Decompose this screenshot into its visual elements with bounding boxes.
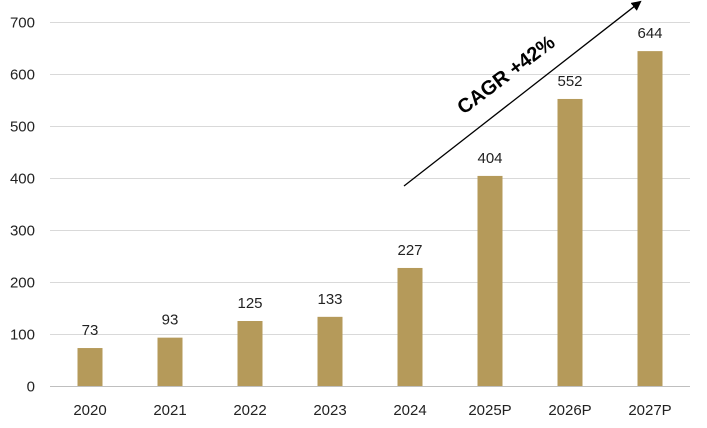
data-label: 133 xyxy=(317,291,342,308)
x-tick-label: 2027P xyxy=(628,402,671,419)
cagr-arrow xyxy=(403,0,642,187)
bar xyxy=(317,316,343,386)
data-label: 73 xyxy=(82,322,99,339)
data-label: 93 xyxy=(162,312,179,329)
gridlines xyxy=(50,22,690,387)
bar xyxy=(637,51,663,387)
x-tick-label: 2023 xyxy=(313,402,346,419)
y-tick-label: 200 xyxy=(10,275,35,292)
bar xyxy=(477,175,503,386)
x-tick-label: 2022 xyxy=(233,402,266,419)
y-tick-label: 600 xyxy=(10,67,35,84)
y-tick-label: 0 xyxy=(27,379,35,396)
data-labels: 73 93 125 133 227 404 552 644 xyxy=(82,25,663,339)
y-tick-label: 400 xyxy=(10,171,35,188)
data-label: 227 xyxy=(397,242,422,259)
x-axis: 2020 2021 2022 2023 2024 2025P 2026P 2027P xyxy=(73,402,671,419)
x-tick-label: 2025P xyxy=(468,402,511,419)
y-tick-label: 300 xyxy=(10,223,35,240)
bar xyxy=(157,337,183,386)
bar xyxy=(397,267,423,386)
x-tick-label: 2026P xyxy=(548,402,591,419)
data-label: 552 xyxy=(557,73,582,90)
y-tick-label: 700 xyxy=(10,15,35,32)
bar xyxy=(77,348,103,386)
cagr-annotation: CAGR +42% xyxy=(403,0,642,187)
data-label: 644 xyxy=(637,25,662,42)
y-axis: 0 100 200 300 400 500 600 700 xyxy=(10,15,35,396)
data-label: 404 xyxy=(477,150,502,167)
bar xyxy=(237,321,263,386)
bar xyxy=(557,98,583,387)
data-label: 125 xyxy=(237,295,262,312)
y-tick-label: 100 xyxy=(10,327,35,344)
x-tick-label: 2021 xyxy=(153,402,186,419)
x-tick-label: 2024 xyxy=(393,402,426,419)
y-tick-label: 500 xyxy=(10,119,35,136)
x-tick-label: 2020 xyxy=(73,402,106,419)
bars xyxy=(77,51,663,387)
